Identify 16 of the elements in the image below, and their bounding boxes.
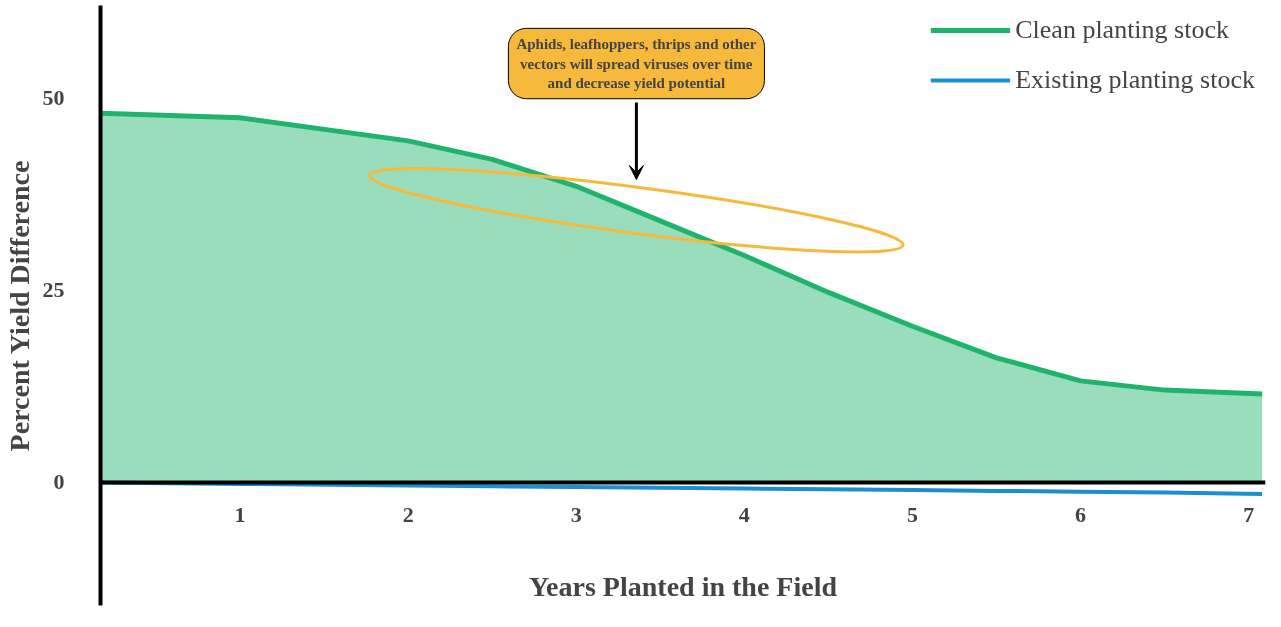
legend-label: Existing planting stock: [1015, 65, 1255, 95]
x-axis-title: Years Planted in the Field: [529, 570, 838, 602]
annotation: Aphids, leafhoppers, thrips and other vectors will spread viruses over time and decrease yield potential: [516, 36, 757, 91]
y-tick-label: 50: [42, 84, 65, 110]
legend-label: Clean planting stock: [1015, 15, 1229, 45]
y-tick-label: 25: [42, 277, 65, 303]
x-tick-label: 6: [1075, 502, 1087, 528]
line-series: [100, 480, 1265, 496]
x-tick-label: 1: [234, 502, 246, 528]
x-tick-label: 3: [570, 502, 582, 528]
x-tick-label: 7: [1243, 502, 1255, 528]
x-tick-label: 4: [738, 502, 750, 528]
y-tick-label: 0: [53, 469, 65, 495]
x-tick-label: 2: [402, 502, 414, 528]
x-tick-label: 5: [906, 502, 918, 528]
y-axis-title: Percent Yield Difference: [3, 160, 35, 452]
